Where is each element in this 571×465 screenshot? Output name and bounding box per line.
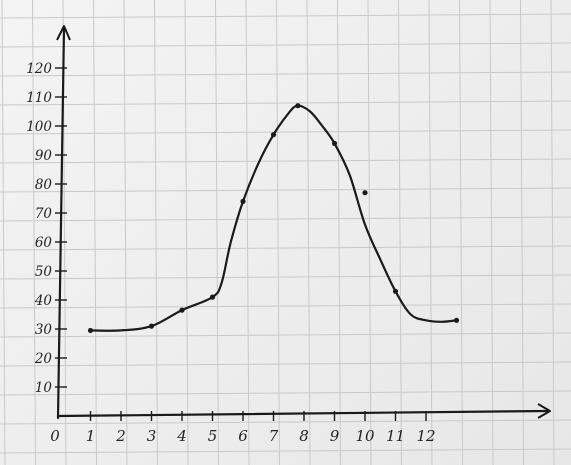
x-axis-line (56, 409, 549, 418)
grid-line-vertical (215, 0, 219, 465)
y-tick-label: 40 (34, 293, 53, 309)
y-tick-label: 60 (35, 235, 53, 251)
y-tick-label: 30 (35, 322, 53, 338)
x-tick-label: 10 (355, 427, 375, 445)
x-tick-label: 12 (416, 427, 435, 445)
grid-line-horizontal (0, 100, 571, 106)
data-point (453, 317, 460, 323)
grid-line-horizontal (0, 129, 571, 135)
grid-line-vertical (276, 0, 280, 465)
grid-line-horizontal (0, 303, 571, 309)
grid-line-horizontal (0, 274, 571, 280)
x-tick-label: 11 (386, 427, 405, 445)
grid-line-horizontal (0, 245, 571, 251)
series-group (87, 103, 460, 334)
x-tick-label: 8 (299, 427, 309, 445)
data-point (87, 327, 94, 334)
y-tick-label: 10 (35, 380, 53, 396)
x-tick-label: 4 (176, 427, 187, 445)
x-tick-label: 9 (330, 427, 340, 445)
grid-line-horizontal (0, 71, 571, 77)
x-axis-arrow (537, 403, 551, 419)
y-axis-line (56, 26, 66, 420)
x-tick-label: 5 (208, 427, 218, 445)
grid-line-vertical (337, 0, 341, 465)
y-tick-label: 90 (35, 148, 53, 164)
x-tick-label: 7 (269, 427, 279, 445)
data-point (331, 140, 338, 146)
grid-line-horizontal (0, 419, 571, 425)
x-tick-label: 2 (115, 427, 126, 445)
y-tick-label: 50 (35, 264, 53, 280)
data-point (240, 198, 246, 204)
data-point (209, 294, 216, 300)
grid-line-vertical (520, 0, 524, 465)
grid-line-vertical (550, 0, 555, 465)
data-point (295, 103, 301, 109)
grid-line-vertical (398, 0, 402, 465)
y-axis-arrow (56, 25, 71, 41)
y-ticks: 10 20 30 40 50 60 70 80 90 100 110 120 (26, 61, 67, 396)
grid-line-vertical (459, 0, 463, 465)
x-tick-label: 3 (147, 427, 157, 445)
grid-line-horizontal (0, 332, 571, 338)
axes (56, 25, 551, 420)
x-tick-label: 0 (50, 427, 60, 445)
y-tick-label: 20 (34, 351, 53, 367)
x-tick-label: 6 (238, 427, 248, 445)
grid-line-horizontal (0, 13, 571, 19)
x-ticks: 0 1 2 3 4 5 6 7 8 9 10 11 12 (50, 411, 436, 445)
grid-line-vertical (428, 0, 433, 465)
data-point (179, 307, 185, 313)
grid-line-horizontal (0, 361, 571, 367)
grid-line-vertical (1, 0, 6, 465)
grid-line-vertical (123, 0, 128, 465)
y-tick-label: 80 (35, 177, 53, 193)
data-point (392, 288, 399, 294)
y-tick-label: 110 (26, 90, 52, 106)
y-tick-label: 70 (35, 206, 53, 222)
data-point (270, 132, 277, 138)
grid-line-vertical (154, 0, 158, 465)
grid-line-horizontal (0, 158, 571, 164)
y-tick-label: 120 (26, 61, 52, 77)
grid-line-vertical (184, 0, 189, 465)
grid-line-vertical (245, 0, 250, 465)
grid-line-vertical (489, 0, 494, 465)
grid-line-horizontal (0, 448, 571, 454)
grid-line-vertical (306, 0, 311, 465)
x-tick-label: 1 (86, 427, 96, 445)
data-point (362, 190, 368, 196)
grid-line-vertical (367, 0, 372, 465)
grid-line-horizontal (0, 187, 571, 193)
y-tick-label: 100 (26, 119, 52, 135)
grid-line-horizontal (0, 42, 571, 48)
grid-line-horizontal (0, 390, 571, 396)
grid-line-vertical (32, 0, 36, 465)
data-point (148, 323, 155, 329)
grid-line-vertical (93, 0, 97, 465)
grid-line-horizontal (0, 216, 571, 222)
